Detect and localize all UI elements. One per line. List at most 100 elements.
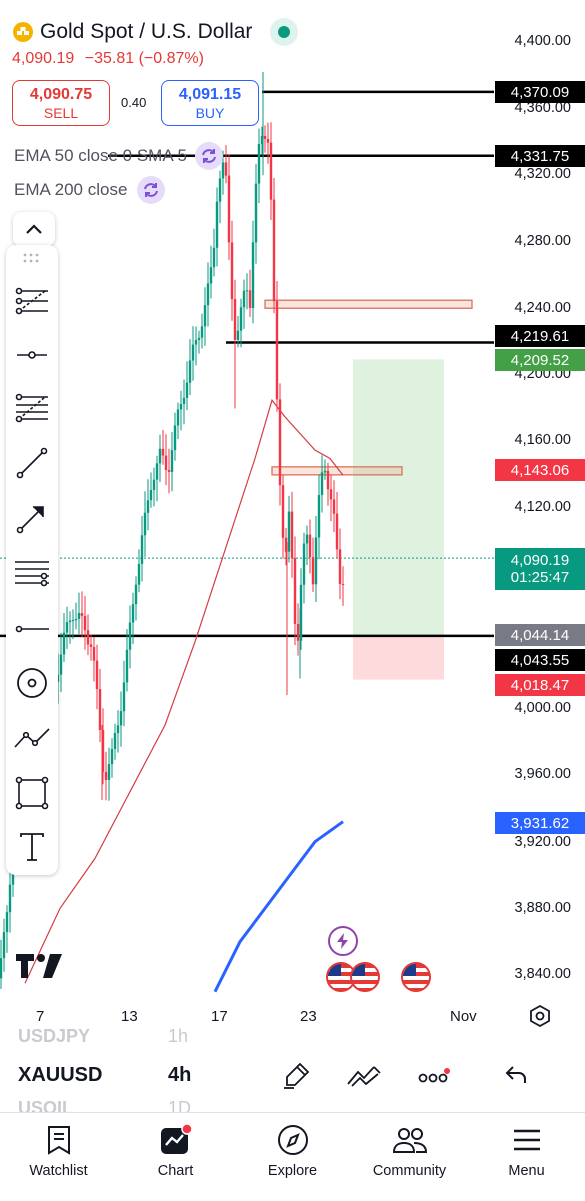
- candle-body: [290, 511, 294, 559]
- arrow-tool-icon[interactable]: [6, 498, 58, 538]
- level-label-4219: 4,219.61: [495, 325, 585, 347]
- nav-community[interactable]: Community: [351, 1113, 468, 1201]
- candle-body: [332, 499, 336, 514]
- horizontal-line-tool-icon[interactable]: [6, 609, 58, 649]
- indicator-ema50[interactable]: EMA 50 close 0 SMA 5: [14, 142, 223, 170]
- candle-body: [185, 382, 189, 398]
- candle-body: [101, 730, 105, 773]
- nav-chart[interactable]: Chart: [117, 1113, 234, 1201]
- price-chart[interactable]: [0, 0, 585, 1032]
- profit-zone: [353, 359, 444, 635]
- date-tick: 13: [121, 1008, 138, 1025]
- candle-body: [287, 511, 291, 552]
- sync-icon[interactable]: [137, 176, 166, 204]
- horizontal-ray-tool-icon[interactable]: [6, 335, 58, 375]
- prev-timeframe[interactable]: 1h: [168, 1026, 189, 1046]
- indicators-icon[interactable]: [346, 1064, 382, 1093]
- candle-body: [131, 604, 135, 623]
- trend-line-tool-icon[interactable]: [6, 443, 58, 483]
- price-tick: 4,240.00: [514, 300, 571, 316]
- symbol-name: Gold Spot / U.S. Dollar: [40, 20, 253, 43]
- fib-retracement-tool-icon[interactable]: [6, 388, 58, 428]
- stop-label: 4,018.47: [495, 674, 585, 696]
- price-tick: 4,160.00: [514, 432, 571, 448]
- us-flag-event-icon[interactable]: [350, 962, 380, 992]
- nav-explore[interactable]: Explore: [234, 1113, 351, 1201]
- prev-symbol[interactable]: USDJPY: [18, 1026, 91, 1046]
- price-tick: 4,120.00: [514, 499, 571, 515]
- candle-body: [173, 425, 177, 451]
- chart-icon: [159, 1123, 193, 1157]
- candle-body: [224, 162, 228, 176]
- candle-body: [74, 619, 78, 621]
- target-label: 4,209.52: [495, 349, 585, 371]
- candle-body: [200, 326, 204, 338]
- symbol-selector[interactable]: XAUUSD: [18, 1064, 103, 1086]
- candle-body: [95, 660, 99, 690]
- parallel-lines-tool-icon[interactable]: [6, 553, 58, 593]
- candle-body: [170, 450, 174, 472]
- candle-body: [239, 307, 243, 331]
- candle-body: [8, 884, 12, 913]
- date-tick: 17: [211, 1008, 228, 1025]
- candle-body: [89, 644, 93, 647]
- candle-body: [143, 512, 147, 536]
- rectangle-tool-icon[interactable]: [6, 773, 58, 813]
- price-tick: 3,840.00: [514, 966, 571, 982]
- candle-body: [122, 682, 126, 712]
- drag-handle-icon[interactable]: [6, 247, 58, 269]
- lightning-event-icon[interactable]: [328, 926, 358, 956]
- candle-body: [263, 136, 267, 139]
- price-change-line: 4,090.19 −35.81 (−0.87%): [12, 50, 204, 68]
- candle-body: [278, 399, 282, 486]
- candle-body: [206, 283, 210, 306]
- red-level-label: 4,143.06: [495, 459, 585, 481]
- candle-body: [254, 183, 258, 243]
- community-icon: [392, 1123, 428, 1157]
- sync-icon[interactable]: [194, 142, 223, 170]
- watchlist-icon: [46, 1123, 72, 1157]
- indicator-ema200[interactable]: EMA 200 close: [14, 176, 166, 204]
- pitchfork-tool-icon[interactable]: [6, 281, 58, 321]
- menu-icon: [512, 1123, 542, 1157]
- us-flag-event-icon[interactable]: [401, 962, 431, 992]
- text-tool-icon[interactable]: [6, 827, 58, 867]
- candle-body: [191, 344, 195, 361]
- candle-body: [197, 337, 201, 340]
- nav-watchlist-label: Watchlist: [29, 1163, 88, 1179]
- candle-body: [341, 584, 345, 585]
- supply-zone: [264, 299, 473, 309]
- candle-body: [266, 139, 270, 143]
- circle-tool-icon[interactable]: [6, 663, 58, 703]
- nav-menu-label: Menu: [508, 1163, 545, 1179]
- nav-menu[interactable]: Menu: [468, 1113, 585, 1201]
- undo-icon[interactable]: [504, 1064, 528, 1091]
- candle-body: [110, 749, 114, 765]
- price-tick: 4,320.00: [514, 166, 571, 182]
- candle-body: [182, 397, 186, 404]
- candle-body: [338, 549, 342, 584]
- draw-pen-icon[interactable]: [282, 1060, 312, 1095]
- symbol-title[interactable]: Gold Spot / U.S. Dollar: [12, 18, 299, 46]
- ema200-line: [213, 820, 344, 993]
- candle-body: [65, 622, 69, 633]
- price-change-pct: (−0.87%): [138, 50, 204, 67]
- candle-body: [314, 537, 318, 585]
- more-options-icon[interactable]: [418, 1068, 452, 1089]
- buy-button[interactable]: 4,091.15 BUY: [161, 80, 259, 126]
- path-tool-icon[interactable]: [6, 718, 58, 758]
- candle-body: [71, 620, 75, 622]
- sell-button[interactable]: 4,090.75 SELL: [12, 80, 110, 126]
- ema50-line: [24, 398, 344, 984]
- current-price: 4,090.19: [510, 552, 570, 569]
- chart-settings-icon[interactable]: [528, 1004, 552, 1033]
- toolbar-collapse-button[interactable]: [13, 212, 55, 246]
- symbol-bar: USDJPY 1h XAUUSD 4h USOIL 1D: [0, 1026, 585, 1118]
- sell-label: SELL: [43, 104, 79, 121]
- timeframe-selector[interactable]: 4h: [168, 1064, 192, 1086]
- nav-watchlist[interactable]: Watchlist: [0, 1113, 117, 1201]
- sell-price: 4,090.75: [29, 85, 93, 103]
- tradingview-logo: [16, 954, 62, 983]
- candle-body: [128, 622, 132, 650]
- date-tick: 7: [36, 1008, 45, 1025]
